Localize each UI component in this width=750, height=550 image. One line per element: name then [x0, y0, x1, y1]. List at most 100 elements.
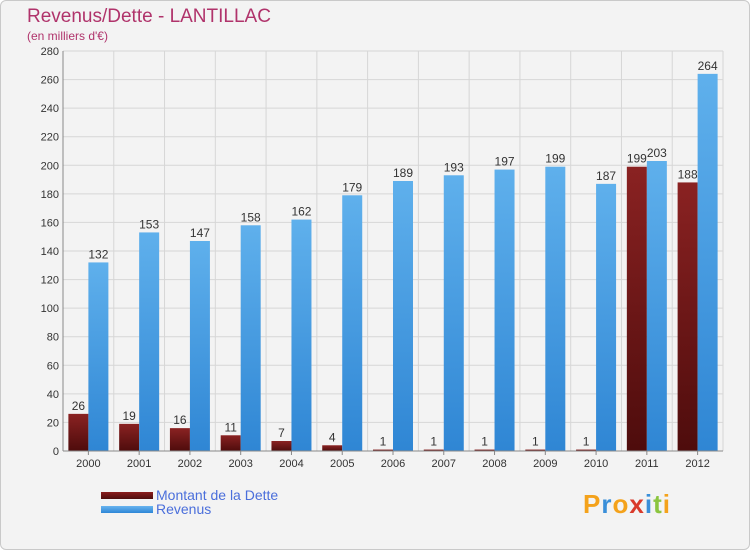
y-tick-label: 20 [47, 417, 59, 429]
bar-revenus [443, 175, 464, 452]
logo-letter: x [629, 489, 645, 519]
bar-dette [677, 182, 698, 451]
data-label: 193 [444, 160, 464, 174]
data-label: 7 [278, 426, 285, 440]
bar-dette [576, 449, 597, 451]
logo-letter: o [612, 489, 630, 519]
bar-dette [119, 423, 140, 451]
bar-dette [525, 449, 546, 451]
legend-item-dette: Montant de la Dette [101, 487, 278, 503]
legend-item-revenus: Revenus [101, 501, 211, 517]
data-label: 162 [291, 205, 311, 219]
logo-letter: P [583, 489, 602, 519]
bar-revenus [393, 181, 413, 451]
bar-revenus [291, 219, 312, 451]
data-label: 1 [380, 435, 387, 449]
logo-letter: i [644, 489, 654, 519]
y-tick-label: 280 [41, 46, 59, 58]
y-tick-label: 220 [41, 132, 59, 144]
x-tick-label: 2002 [178, 458, 202, 470]
bar-dette [423, 449, 444, 451]
legend-label-revenus: Revenus [156, 501, 212, 517]
legend-swatch-revenus [101, 505, 153, 513]
logo-letter: t [653, 489, 663, 519]
chart-title: Revenus/Dette - LANTILLAC [27, 6, 271, 27]
data-label: 1 [532, 435, 539, 449]
bar-dette [271, 441, 292, 451]
data-label: 187 [596, 169, 616, 183]
data-label: 19 [122, 409, 136, 423]
x-tick-label: 2006 [381, 458, 405, 470]
x-tick-label: 2010 [584, 458, 608, 470]
data-label: 197 [495, 155, 515, 169]
bar-revenus [697, 73, 718, 451]
bar-revenus [342, 195, 363, 451]
data-label: 1 [430, 435, 437, 449]
y-tick-label: 200 [41, 160, 59, 172]
y-tick-label: 180 [41, 189, 59, 201]
bar-revenus [596, 183, 617, 451]
bar-dette [220, 435, 241, 451]
axes: 0 20 40 60 80 100 120 140 160 180 200 220 240 260 280 2… [41, 46, 723, 470]
y-tick-label: 260 [41, 75, 59, 87]
data-label: 199 [545, 152, 565, 166]
data-label: 179 [342, 180, 362, 194]
y-tick-label: 40 [47, 389, 59, 401]
data-label: 203 [647, 146, 667, 160]
x-tick-label: 2011 [635, 458, 659, 470]
y-tick-label: 60 [47, 360, 59, 372]
bar-revenus [189, 241, 210, 451]
bar-revenus [494, 169, 515, 452]
data-label: 1 [481, 435, 488, 449]
x-tick-label: 2005 [330, 458, 354, 470]
data-label: 132 [88, 247, 108, 261]
logo-letter: i [662, 489, 671, 519]
x-tick-label: 2007 [432, 458, 456, 470]
x-tick-label: 2009 [533, 458, 557, 470]
y-tick-label: 80 [47, 332, 59, 344]
y-tick-label: 160 [41, 217, 59, 229]
bar-dette [373, 449, 393, 451]
legend-swatch-dette [101, 491, 153, 499]
x-tick-label: 2004 [279, 458, 303, 470]
x-tick-label: 2000 [76, 458, 100, 470]
data-label: 147 [190, 226, 210, 240]
proxiti-logo: Proxiti [583, 489, 671, 520]
data-label: 153 [139, 217, 159, 231]
data-label: 199 [627, 152, 647, 166]
y-tick-label: 0 [53, 446, 59, 458]
y-tick-label: 240 [41, 103, 59, 115]
bar-revenus [88, 262, 109, 451]
y-tick-label: 140 [41, 246, 59, 258]
bar-dette [169, 428, 190, 451]
data-label: 188 [678, 167, 698, 181]
bar-revenus [545, 166, 566, 451]
bar-dette [626, 166, 647, 451]
chart-subtitle: (en milliers d'€) [27, 29, 108, 43]
legend-label-dette: Montant de la Dette [156, 487, 279, 503]
data-label: 16 [173, 413, 187, 427]
x-tick-label: 2003 [228, 458, 252, 470]
logo-letter: r [601, 489, 613, 519]
x-tick-label: 2012 [685, 458, 709, 470]
data-label: 4 [329, 430, 336, 444]
bar-revenus [646, 161, 667, 451]
bars [68, 73, 718, 452]
data-label: 189 [393, 166, 413, 180]
bar-dette [68, 413, 89, 451]
data-label: 26 [72, 399, 86, 413]
bar-dette [474, 449, 495, 451]
x-tick-label: 2008 [482, 458, 506, 470]
data-label: 1 [583, 435, 590, 449]
data-labels: 26 132 19 153 16 147 1 1 158 7 162 4 179 1 189 1 193 1 197… [72, 59, 718, 449]
x-tick-label: 2001 [127, 458, 151, 470]
data-label: 264 [698, 59, 718, 73]
y-tick-label: 120 [41, 275, 59, 287]
bar-revenus [139, 232, 160, 451]
bar-dette [322, 445, 343, 451]
data-label: 158 [241, 210, 261, 224]
y-tick-label: 100 [41, 303, 59, 315]
bar-revenus [240, 225, 261, 451]
